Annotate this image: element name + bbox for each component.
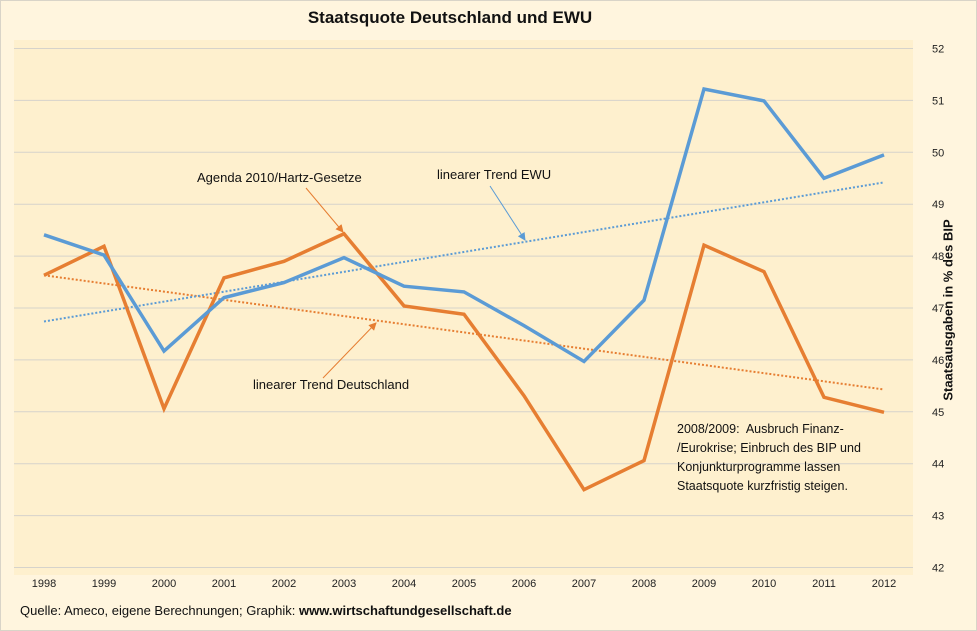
x-tick-label: 2012 (872, 578, 896, 590)
y-tick-label: 48 (932, 251, 944, 263)
y-axis-label: Staatsausgaben in % des BIP (940, 219, 956, 401)
x-tick-label: 2006 (512, 578, 536, 590)
annotation-trend-deutschland: linearer Trend Deutschland (253, 377, 410, 392)
x-tick-label: 2007 (572, 578, 596, 590)
series-lines (43, 86, 885, 492)
annotation-crisis: 2008/2009: Ausbruch Finanz- /Eurokrise; … (677, 422, 861, 493)
y-tick-label: 52 (932, 44, 944, 56)
y-tick-label: 44 (932, 459, 944, 471)
x-tick-label: 2005 (452, 578, 476, 590)
trendline-deutschland (43, 274, 885, 391)
annotation-trend-ewu: linearer Trend EWU (437, 167, 552, 182)
x-tick-label: 1999 (92, 578, 116, 590)
y-tick-label: 51 (932, 95, 944, 107)
y-tick-label: 43 (932, 511, 944, 523)
y-tick-label: 45 (932, 407, 944, 419)
x-tick-label: 2000 (152, 578, 176, 590)
x-tick-label: 2001 (212, 578, 236, 590)
y-tick-label: 46 (932, 355, 944, 367)
y-axis-ticks: 42 43 44 45 46 47 48 49 50 51 52 (932, 44, 944, 575)
y-tick-label: 42 (932, 563, 944, 575)
y-tick-label: 50 (932, 147, 944, 159)
x-tick-label: 2004 (392, 578, 416, 590)
source-prefix: Quelle: Ameco, eigene Berechnungen; Grap… (20, 603, 299, 618)
annotation-arrows (305, 185, 526, 379)
x-tick-label: 2002 (272, 578, 296, 590)
x-tick-label: 2003 (332, 578, 356, 590)
x-tick-label: 2009 (692, 578, 716, 590)
arrow-agenda (305, 187, 344, 233)
y-tick-label: 49 (932, 199, 944, 211)
chart-title: Staatsquote Deutschland und EWU (307, 8, 593, 27)
arrow-trend-deutschland (322, 322, 377, 379)
x-tick-label: 2010 (752, 578, 776, 590)
source-url[interactable]: www.wirtschaftundgesellschaft.de (298, 603, 512, 618)
annotation-agenda: Agenda 2010/Hartz-Gesetze (197, 170, 362, 185)
x-axis-ticks: 1998 1999 2000 2001 2002 2003 2004 2005 2006 2007… (32, 578, 896, 590)
x-tick-label: 2008 (632, 578, 656, 590)
source-note: Quelle: Ameco, eigene Berechnungen; Grap… (20, 603, 512, 618)
trendline-ewu (43, 181, 885, 323)
x-tick-label: 1998 (32, 578, 56, 590)
arrow-trend-ewu (489, 185, 526, 241)
trendlines (43, 181, 885, 391)
x-tick-label: 2011 (812, 578, 836, 590)
y-tick-label: 47 (932, 303, 944, 315)
